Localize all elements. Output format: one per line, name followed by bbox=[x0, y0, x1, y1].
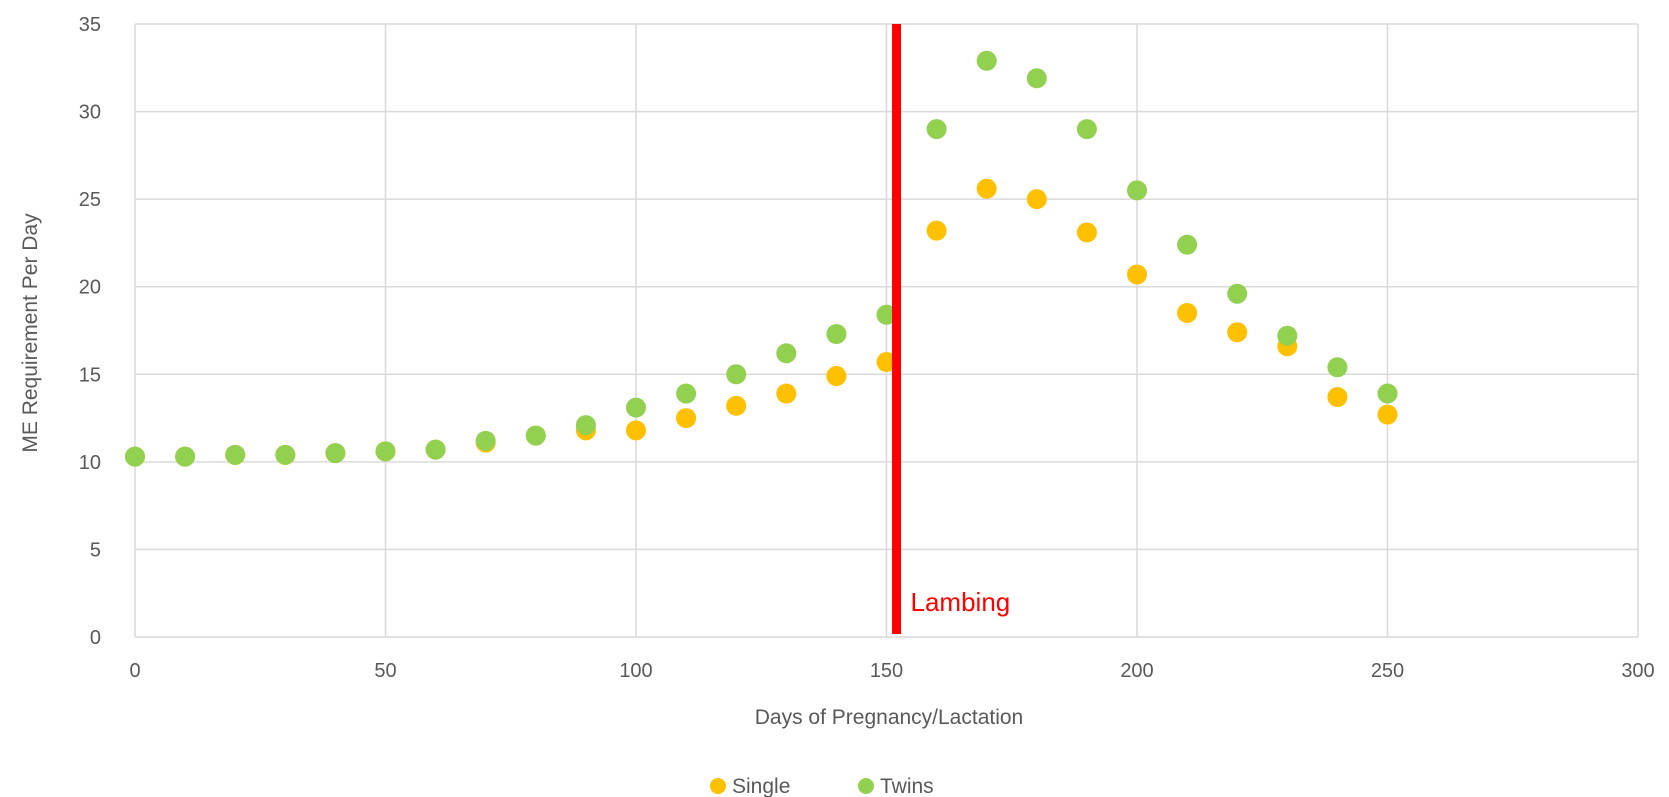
x-axis-title: Days of Pregnancy/Lactation bbox=[755, 706, 1024, 729]
data-point bbox=[1327, 387, 1348, 408]
data-point bbox=[575, 415, 596, 436]
lambing-label: Lambing bbox=[911, 587, 1011, 617]
legend-label-twins: Twins bbox=[880, 775, 934, 797]
legend: Single Twins bbox=[710, 775, 934, 797]
y-tick-label: 5 bbox=[90, 539, 101, 561]
data-point bbox=[125, 446, 145, 467]
legend-marker-twins bbox=[858, 778, 874, 794]
y-tick-labels: 0 5 10 15 20 25 30 35 bbox=[79, 14, 101, 649]
data-point bbox=[1127, 264, 1147, 285]
y-axis-title: ME Requirement Per Day bbox=[19, 213, 42, 453]
data-point bbox=[876, 304, 897, 325]
data-points bbox=[125, 50, 1398, 467]
data-point bbox=[1277, 325, 1298, 346]
data-point bbox=[1227, 283, 1248, 304]
data-point bbox=[726, 364, 747, 385]
data-point bbox=[275, 444, 296, 465]
legend-marker-single bbox=[710, 778, 726, 794]
x-tick-label: 100 bbox=[619, 660, 652, 682]
data-point bbox=[225, 444, 246, 465]
y-tick-label: 0 bbox=[90, 627, 101, 649]
data-point bbox=[726, 395, 747, 416]
data-point bbox=[776, 343, 797, 364]
data-point bbox=[1076, 222, 1097, 243]
data-point bbox=[325, 443, 346, 464]
data-point bbox=[1177, 302, 1198, 323]
data-point bbox=[1327, 357, 1348, 378]
data-point bbox=[1227, 322, 1248, 343]
y-tick-label: 25 bbox=[79, 189, 101, 211]
data-point bbox=[976, 50, 997, 71]
legend-label-single: Single bbox=[732, 775, 790, 797]
data-point bbox=[1026, 189, 1047, 210]
data-point bbox=[1127, 180, 1147, 201]
data-point bbox=[676, 383, 697, 404]
data-point bbox=[776, 383, 797, 404]
x-tick-label: 200 bbox=[1120, 660, 1153, 682]
x-tick-labels: 0 50 100 150 200 250 300 bbox=[129, 660, 1654, 682]
x-tick-label: 150 bbox=[870, 660, 903, 682]
data-point bbox=[375, 441, 396, 462]
series-twins bbox=[125, 50, 1398, 467]
y-tick-label: 20 bbox=[79, 277, 101, 299]
data-point bbox=[626, 420, 646, 441]
data-point bbox=[876, 352, 897, 373]
data-point bbox=[1377, 383, 1398, 404]
data-point bbox=[676, 408, 697, 429]
series-single bbox=[125, 178, 1398, 467]
y-tick-label: 15 bbox=[79, 364, 101, 386]
data-point bbox=[626, 397, 646, 418]
data-point bbox=[1026, 68, 1047, 89]
data-point bbox=[525, 425, 546, 446]
gridlines bbox=[134, 23, 1639, 638]
x-tick-label: 300 bbox=[1621, 660, 1654, 682]
y-tick-label: 35 bbox=[79, 14, 101, 36]
data-point bbox=[826, 366, 847, 387]
y-tick-label: 10 bbox=[79, 452, 101, 474]
x-tick-label: 0 bbox=[129, 660, 140, 682]
data-point bbox=[826, 324, 847, 345]
x-tick-label: 250 bbox=[1371, 660, 1404, 682]
y-tick-label: 30 bbox=[79, 102, 101, 124]
data-point bbox=[926, 220, 947, 241]
data-point bbox=[425, 439, 446, 460]
data-point bbox=[175, 446, 196, 467]
data-point bbox=[976, 178, 997, 199]
annotations: Lambing bbox=[892, 24, 1011, 634]
data-point bbox=[1076, 119, 1097, 140]
data-point bbox=[1377, 404, 1398, 425]
data-point bbox=[926, 119, 947, 140]
data-point bbox=[1177, 234, 1198, 255]
x-tick-label: 50 bbox=[374, 660, 396, 682]
data-point bbox=[475, 430, 496, 451]
